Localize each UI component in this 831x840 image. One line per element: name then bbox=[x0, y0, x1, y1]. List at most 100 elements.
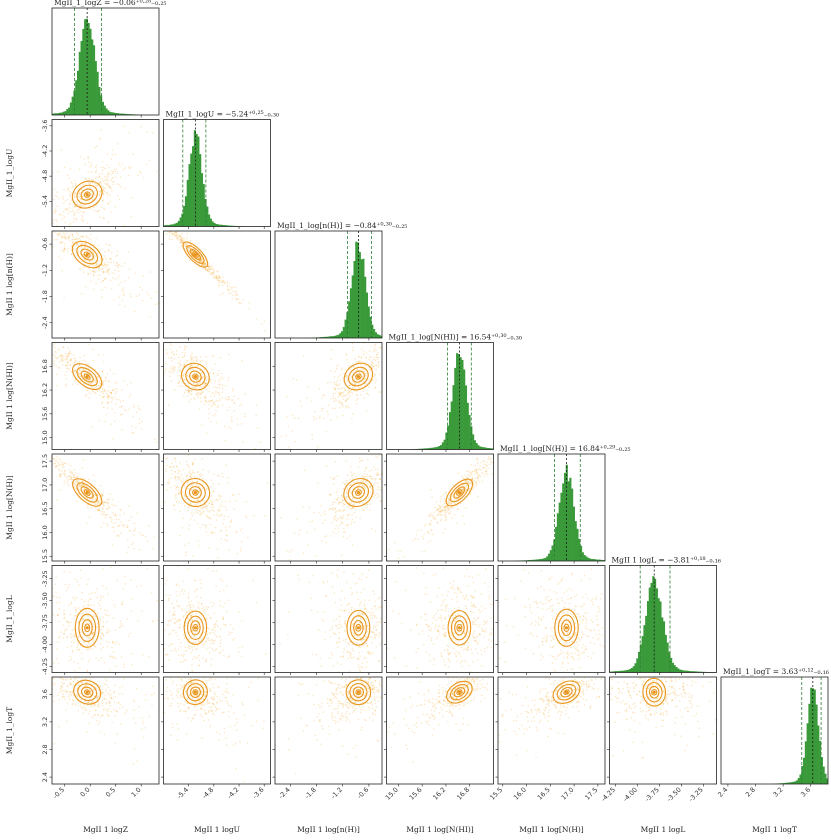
scatter-point bbox=[175, 237, 177, 240]
scatter-point bbox=[220, 514, 223, 517]
scatter-point bbox=[128, 166, 130, 169]
scatter-point bbox=[104, 261, 107, 263]
scatter-point bbox=[100, 526, 103, 528]
scatter-point bbox=[447, 502, 450, 505]
scatter-point bbox=[119, 165, 121, 168]
scatter-point bbox=[102, 279, 105, 282]
scatter-point bbox=[334, 388, 337, 391]
scatter-point bbox=[204, 479, 206, 481]
scatter-point bbox=[330, 419, 332, 421]
scatter-point bbox=[395, 377, 397, 379]
scatter-point bbox=[245, 515, 247, 517]
scatter-point bbox=[276, 450, 278, 452]
scatter-point bbox=[58, 464, 61, 466]
contour-center bbox=[193, 490, 197, 495]
scatter-point bbox=[204, 383, 206, 385]
scatter-point bbox=[99, 637, 102, 639]
scatter-point bbox=[439, 510, 442, 513]
scatter-point bbox=[224, 538, 227, 541]
histogram-bar bbox=[220, 224, 223, 227]
scatter-point bbox=[75, 338, 77, 340]
scatter-point bbox=[319, 415, 321, 418]
scatter-point bbox=[61, 229, 63, 231]
scatter-point bbox=[88, 636, 91, 639]
scatter-point bbox=[127, 635, 130, 638]
scatter-point bbox=[63, 297, 65, 299]
scatter-point bbox=[173, 368, 176, 370]
scatter-point bbox=[346, 492, 348, 495]
scatter-point bbox=[64, 374, 67, 376]
panel-MgII_1_logU-MgII_1_log[N(H)] bbox=[152, 448, 271, 564]
scatter-point bbox=[168, 238, 171, 240]
scatter-point bbox=[346, 518, 348, 520]
scatter-point bbox=[191, 596, 193, 598]
scatter-point bbox=[118, 284, 120, 286]
scatter-point bbox=[345, 495, 347, 498]
histogram-bar bbox=[440, 445, 443, 450]
scatter-point bbox=[103, 250, 106, 253]
scatter-point bbox=[59, 433, 61, 435]
scatter-point bbox=[374, 387, 376, 389]
scatter-point bbox=[330, 348, 333, 351]
scatter-point bbox=[447, 509, 449, 512]
scatter-point bbox=[198, 490, 200, 492]
histogram-bar bbox=[491, 448, 494, 450]
scatter-point bbox=[375, 365, 377, 367]
contour-level-3 bbox=[351, 370, 365, 383]
scatter-point bbox=[181, 527, 184, 529]
histogram-bar bbox=[116, 113, 119, 115]
scatter-point bbox=[379, 373, 381, 376]
scatter-point bbox=[368, 369, 370, 371]
scatter-point bbox=[61, 338, 63, 340]
scatter-point bbox=[104, 501, 106, 504]
scatter-point bbox=[190, 361, 192, 364]
scatter-point bbox=[187, 395, 189, 398]
scatter-point bbox=[114, 382, 116, 384]
scatter-point bbox=[107, 380, 110, 382]
scatter-point bbox=[85, 234, 88, 237]
scatter-point bbox=[215, 275, 218, 278]
scatter-point bbox=[108, 641, 110, 644]
scatter-point bbox=[76, 481, 78, 484]
scatter-point bbox=[352, 497, 354, 500]
scatter-point bbox=[66, 361, 69, 364]
scatter-point bbox=[109, 391, 111, 394]
scatter-point bbox=[130, 215, 132, 218]
scatter-point bbox=[171, 369, 173, 371]
scatter-point bbox=[36, 337, 38, 339]
scatter-point bbox=[332, 507, 335, 509]
scatter-point bbox=[388, 484, 390, 486]
scatter-point bbox=[219, 503, 222, 505]
histogram-bar bbox=[167, 225, 170, 227]
scatter-point bbox=[215, 421, 218, 424]
scatter-point bbox=[414, 537, 417, 540]
scatter-point bbox=[187, 471, 190, 473]
scatter-point bbox=[199, 513, 202, 516]
scatter-point bbox=[152, 448, 154, 450]
scatter-point bbox=[58, 366, 60, 369]
scatter-point bbox=[212, 268, 214, 271]
scatter-point bbox=[89, 392, 92, 395]
scatter-point bbox=[16, 424, 18, 426]
scatter-point bbox=[88, 208, 91, 210]
scatter-point bbox=[199, 506, 202, 508]
scatter-point bbox=[342, 531, 345, 533]
contour-level-3 bbox=[188, 486, 202, 499]
scatter-point bbox=[60, 242, 63, 244]
scatter-point bbox=[226, 409, 229, 412]
scatter-point bbox=[164, 458, 167, 460]
scatter-point bbox=[205, 526, 207, 529]
scatter-point bbox=[110, 261, 112, 264]
scatter-point bbox=[371, 477, 374, 480]
scatter-point bbox=[218, 394, 220, 396]
scatter-point bbox=[63, 247, 66, 250]
scatter-point bbox=[236, 417, 238, 420]
scatter-point bbox=[70, 253, 73, 256]
scatter-point bbox=[173, 451, 175, 453]
scatter-point bbox=[87, 157, 89, 160]
scatter-point bbox=[113, 168, 116, 171]
scatter-point bbox=[70, 471, 73, 473]
scatter-point bbox=[96, 210, 99, 213]
scatter-point bbox=[369, 475, 372, 477]
scatter-point bbox=[66, 646, 69, 649]
